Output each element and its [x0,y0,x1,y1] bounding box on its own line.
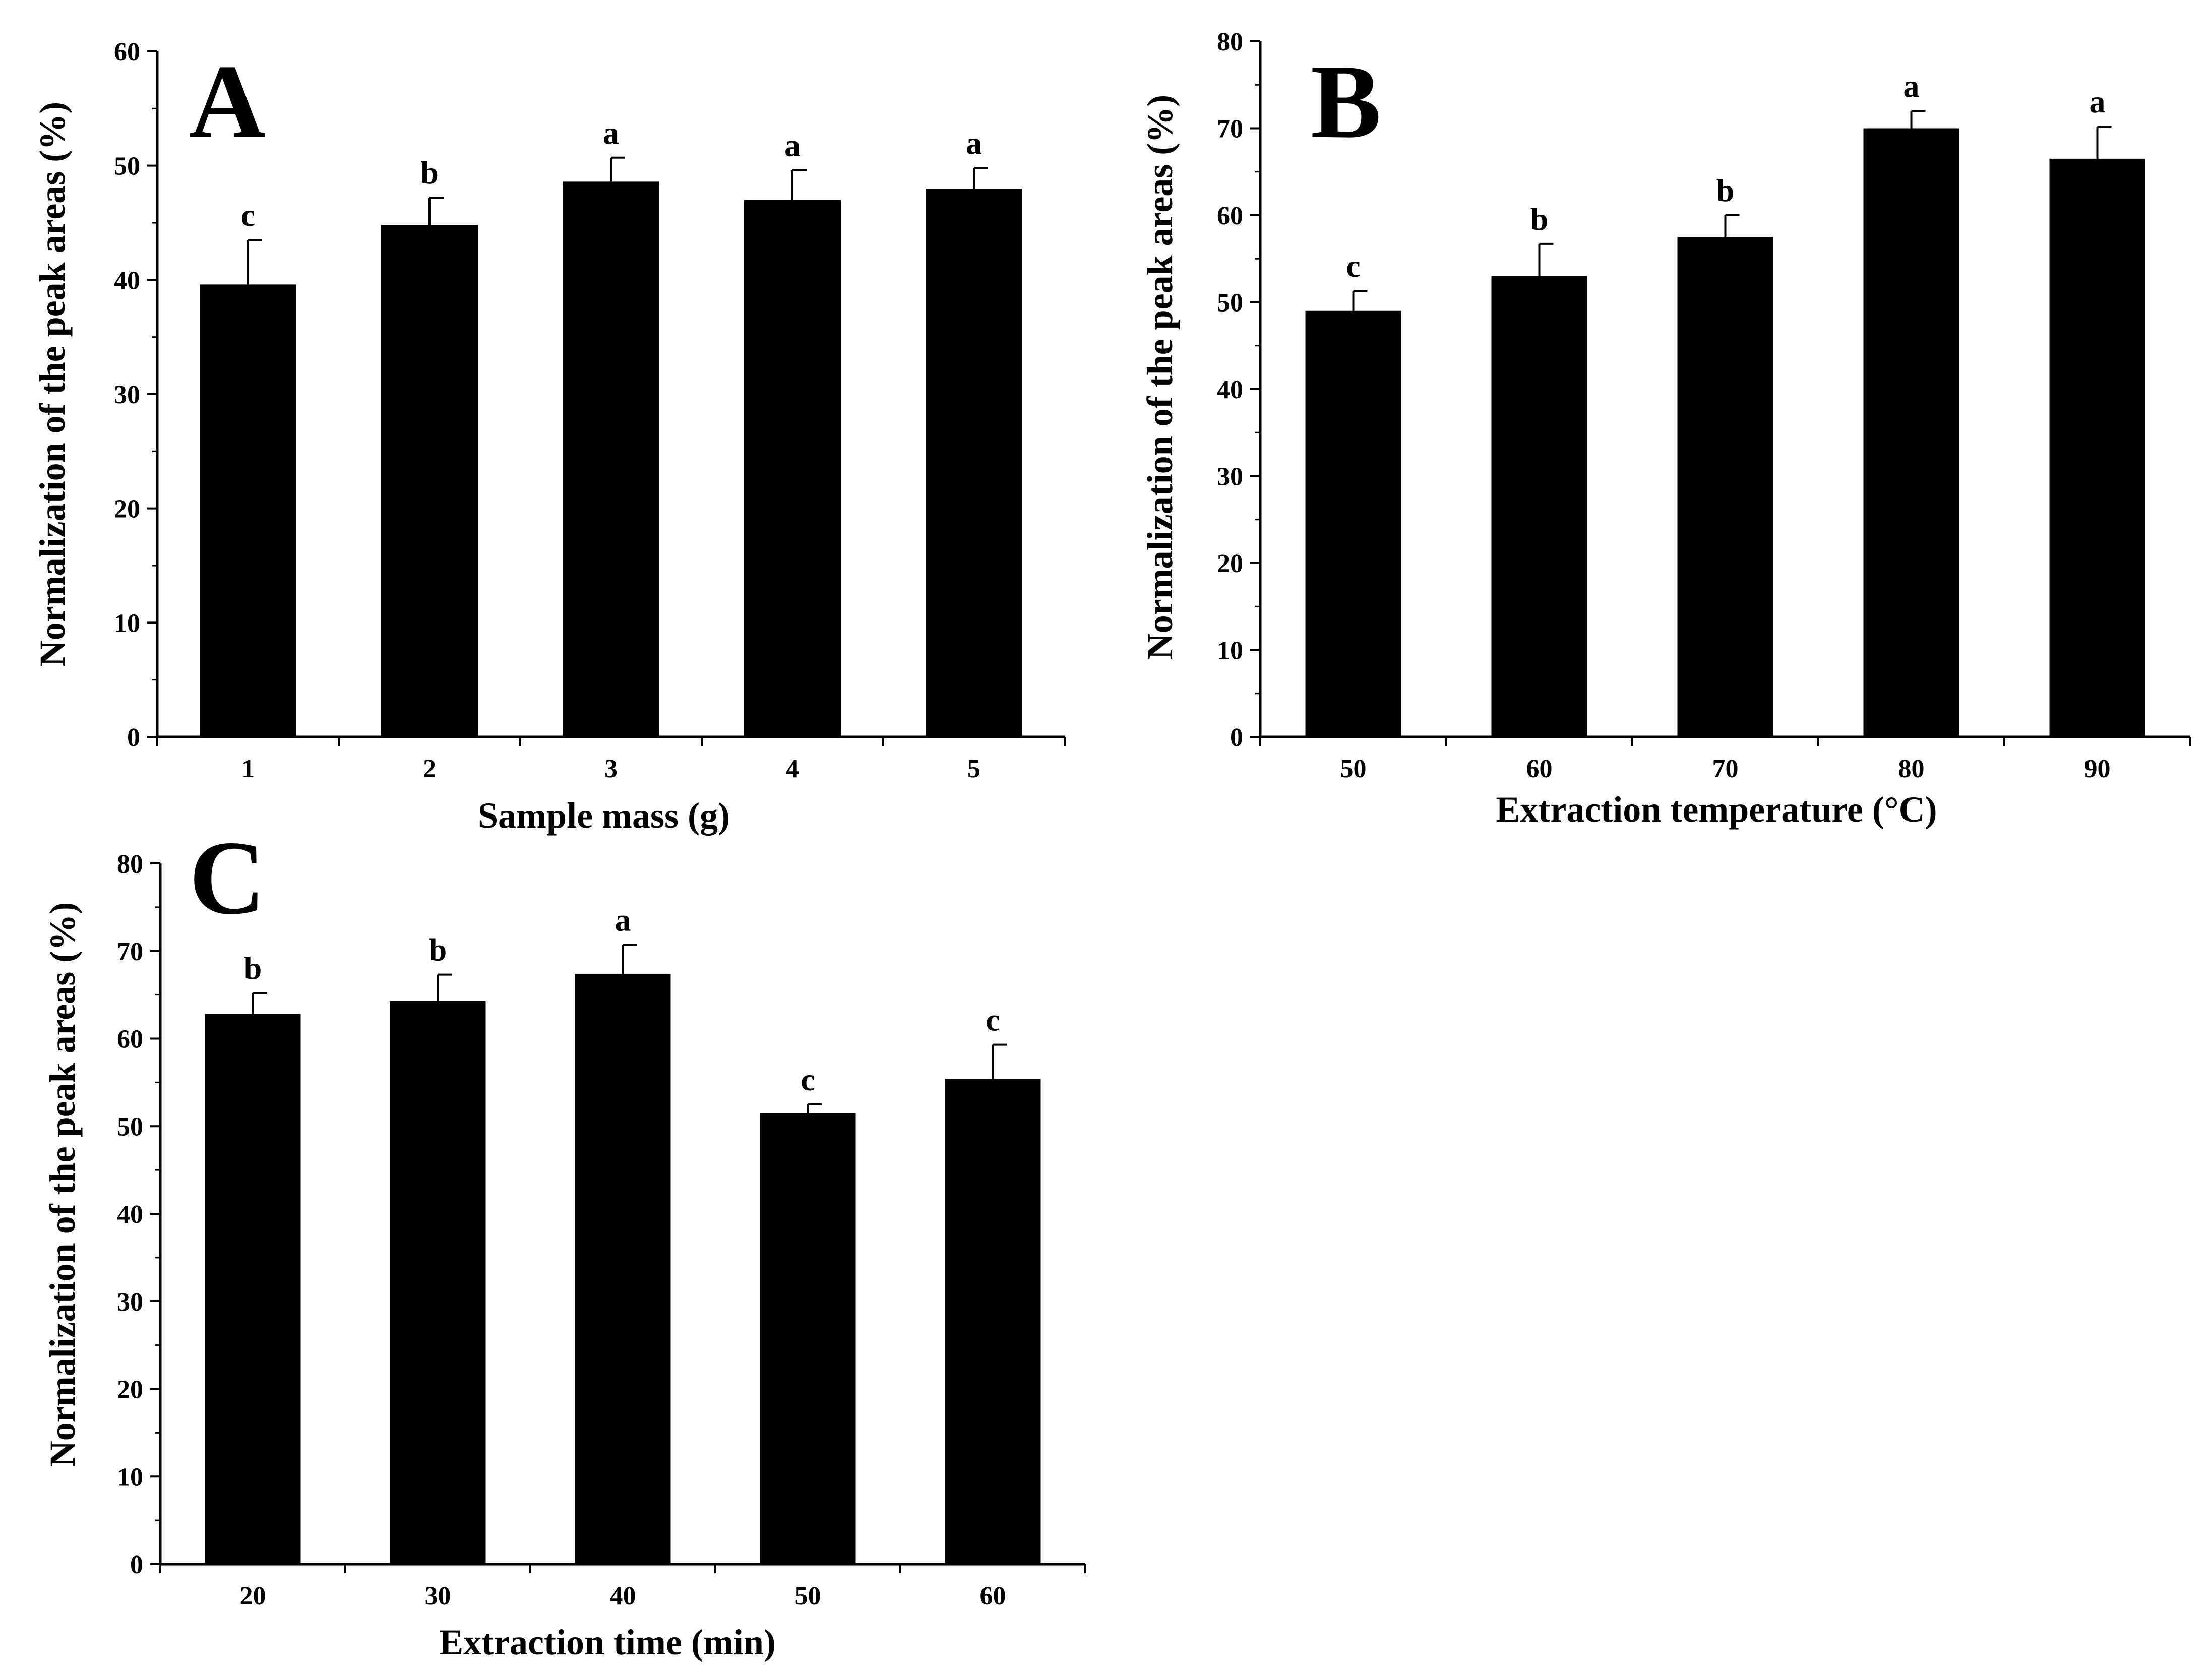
panel-c-y-tick-label: 60 [117,1025,143,1054]
panel-a-significance-label: b [420,155,439,191]
panel-b-bar [1491,276,1587,737]
panel-a-y-tick-label: 0 [127,723,140,752]
panel-a-x-tick-label: 5 [967,755,980,783]
panel-c-y-tick-label: 40 [117,1200,143,1229]
panel-a-chart: A Normalization of the peak areas (%) Sa… [32,38,1066,836]
panel-a-x-tick-label: 1 [241,755,255,783]
panel-a-y-axis-label: Normalization of the peak areas (%) [32,102,73,667]
panel-b-y-tick-label: 0 [1230,723,1243,752]
panel-b-x-tick-label: 60 [1526,755,1553,783]
panel-c-bar [390,1001,486,1564]
panel-c-y-tick-label: 70 [117,938,143,966]
panel-a-x-tick-label: 2 [423,755,436,783]
panel-a-y-tick-label: 20 [114,495,140,524]
panel-c-y-axis-label: Normalization of the peak areas (%) [42,902,83,1467]
panel-a-x-tick-label: 4 [786,755,799,783]
panel-c-x-tick-label: 30 [425,1582,451,1610]
panel-b-y-tick-label: 50 [1217,289,1243,318]
panel-a-bar [381,225,478,737]
panel-c-y-tick-label: 10 [117,1463,143,1491]
panel-a-bar [563,181,659,737]
panel-a-significance-label: a [603,115,619,151]
panel-a-y-tick-label: 50 [114,152,140,181]
panel-c-x-tick-label: 20 [240,1582,266,1610]
panel-c-title: C [189,820,266,937]
panel-b-y-tick-label: 70 [1217,115,1243,144]
panel-c-bar [945,1079,1041,1564]
panel-c-significance-label: b [244,950,262,986]
panel-b-significance-label: c [1346,248,1360,284]
panel-b-y-tick-label: 30 [1217,463,1243,491]
panel-b-y-axis-label: Normalization of the peak areas (%) [1140,95,1180,660]
panel-c-x-tick-label: 60 [980,1582,1006,1610]
panel-a-bar [926,189,1022,737]
panel-a-significance-label: c [241,197,255,233]
panel-b-x-tick-label: 70 [1712,755,1739,783]
panel-b-bar [1677,237,1773,737]
panel-c-bar [760,1113,856,1564]
panel-a-x-tick-label: 3 [604,755,618,783]
panel-b-x-tick-label: 50 [1340,755,1367,783]
panel-c-y-tick-label: 80 [117,850,143,879]
panel-b-bar [1863,128,1959,737]
panel-a-significance-label: a [784,128,801,163]
panel-b-y-tick-label: 20 [1217,549,1243,578]
panel-b-x-tick-label: 80 [1898,755,1925,783]
panel-b-bar [1305,310,1401,737]
panel-b-y-tick-label: 60 [1217,202,1243,230]
panel-a-y-tick-label: 40 [114,266,140,295]
panel-b-significance-label: a [1903,68,1920,104]
panel-a-significance-label: a [966,125,982,161]
panel-c-chart: C Normalization of the peak areas (%) Ex… [42,820,1086,1662]
panel-c-bar [575,973,671,1564]
panel-a-bar [200,284,296,737]
panel-b-x-tick-label: 90 [2084,755,2111,783]
panel-b-x-axis-label: Extraction temperature (°C) [1496,789,1937,830]
panel-a-y-tick-label: 10 [114,609,140,638]
panel-b-significance-label: a [2090,84,2106,119]
panel-b-y-tick-label: 40 [1217,376,1243,404]
panel-a-y-tick-label: 60 [114,38,140,67]
panel-b-chart: B Normalization of the peak areas (%) Ex… [1140,28,2191,830]
panel-b-bar [2049,158,2145,737]
panel-c-significance-label: a [615,902,631,938]
panel-c-x-tick-label: 50 [795,1582,821,1610]
panel-c-bar [205,1014,301,1564]
panel-c-significance-label: b [429,932,447,968]
panel-a-title: A [189,43,266,160]
panel-a-y-tick-label: 30 [114,381,140,409]
panel-c-significance-label: c [986,1002,1000,1038]
panel-a-x-axis-label: Sample mass (g) [478,795,730,836]
panel-c-x-axis-label: Extraction time (min) [439,1622,776,1662]
panel-c-x-tick-label: 40 [610,1582,636,1610]
panel-c-y-tick-label: 0 [130,1550,143,1579]
panel-a-bar [744,200,841,737]
panel-b-significance-label: b [1716,172,1735,208]
panel-c-y-tick-label: 20 [117,1376,143,1404]
panel-b-title: B [1311,43,1381,160]
panel-b-y-tick-label: 10 [1217,637,1243,665]
panel-b-y-tick-label: 80 [1217,28,1243,56]
panel-c-significance-label: c [801,1062,815,1097]
panel-c-y-tick-label: 30 [117,1288,143,1317]
panel-c-y-tick-label: 50 [117,1112,143,1141]
panel-b-significance-label: b [1530,201,1549,237]
